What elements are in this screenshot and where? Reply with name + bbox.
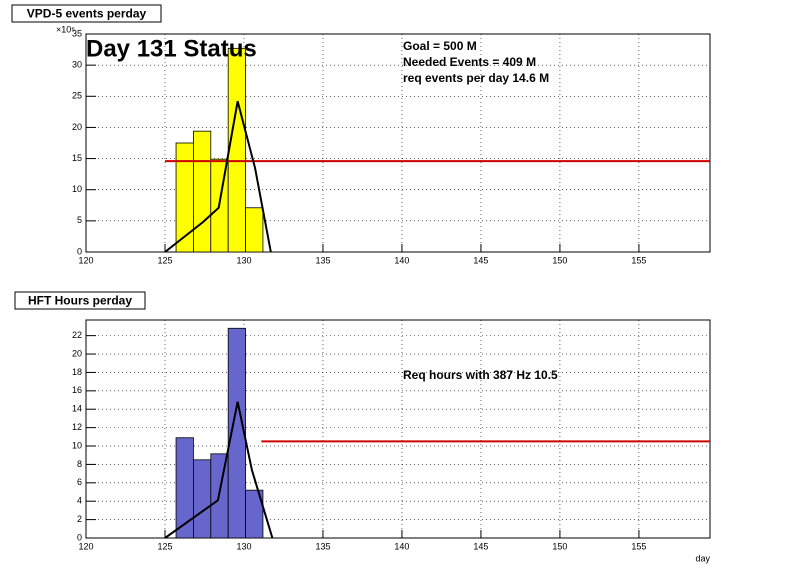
x-tick-label: 120 [78,541,93,551]
x-tick-label: 125 [157,255,172,265]
y-tick-label: 30 [72,60,82,70]
annotation: Req hours with 387 Hz 10.5 [403,368,558,382]
bar [193,459,212,539]
title-box [11,4,162,23]
x-tick-label: 135 [315,255,330,265]
x-tick-label: 135 [315,541,330,551]
y-tick-label: 16 [72,385,82,395]
y-tick-label: 4 [77,496,82,506]
bar [193,130,212,253]
x-tick-label: 155 [631,255,646,265]
x-tick-label: 150 [552,255,567,265]
y-tick-label: 18 [72,367,82,377]
y-tick-label: 20 [72,348,82,358]
y-tick-label: 5 [77,215,82,225]
x-tick-label: 130 [236,255,251,265]
x-tick-label: 145 [473,255,488,265]
bar [227,47,246,253]
x-tick-label: 155 [631,541,646,551]
x-tick-label: 125 [157,541,172,551]
y-tick-label: 0 [77,246,82,256]
x-tick-label: 120 [78,255,93,265]
x-tick-label: 145 [473,541,488,551]
bar [245,207,264,253]
y-tick-label: 12 [72,422,82,432]
y-tick-label: 15 [72,153,82,163]
annotation: Day 131 Status [86,35,257,62]
y-tick-label: 0 [77,532,82,542]
y-tick-label: 8 [77,459,82,469]
y-tick-label: 10 [72,440,82,450]
y-tick-label: 6 [77,477,82,487]
y-tick-label: 10 [72,184,82,194]
x-tick-label: 130 [236,541,251,551]
y-tick-label: 22 [72,330,82,340]
annotation: Goal = 500 M [403,39,477,53]
title-box [14,291,146,310]
y-tick-label: 14 [72,404,82,414]
annotation: Needed Events = 409 M [403,55,536,69]
y-tick-label: 25 [72,91,82,101]
bar [227,327,246,539]
annotation: req events per day 14.6 M [403,71,549,85]
bar [245,489,264,539]
curve [164,101,272,253]
y-multiplier: ×10⁶ [56,24,75,34]
y-tick-label: 20 [72,122,82,132]
chart-title: VPD-5 events perday [27,7,147,21]
curve [164,401,274,539]
y-tick-label: 35 [72,28,82,38]
x-tick-label: 140 [394,541,409,551]
x-tick-label: 150 [552,541,567,551]
chart-title: HFT Hours perday [28,294,132,308]
y-tick-label: 2 [77,514,82,524]
x-axis-label: day [695,553,710,563]
x-tick-label: 140 [394,255,409,265]
